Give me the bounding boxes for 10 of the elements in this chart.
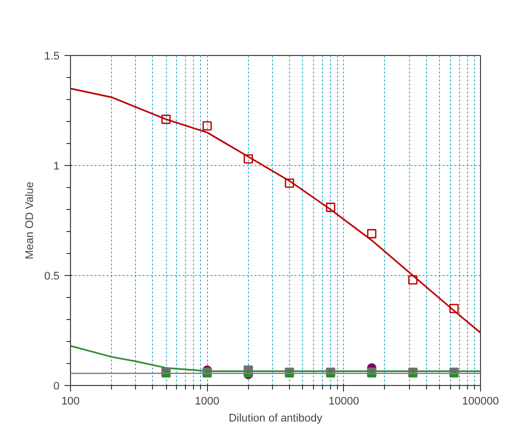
y-tick-label: 0 [53, 380, 60, 392]
x-tick-label: 1000 [194, 396, 220, 408]
x-tick-label: 100000 [462, 396, 499, 408]
x-tick-label: 100 [61, 396, 80, 408]
y-tick-label: 1.5 [44, 50, 60, 62]
x-tick-label: 10000 [328, 396, 360, 408]
y-tick-label: 1 [53, 160, 60, 172]
x-axis-title: Dilution of antibody [228, 412, 323, 424]
y-axis-title: Mean OD Value [24, 182, 36, 260]
y-tick-label: 0.5 [44, 270, 60, 282]
